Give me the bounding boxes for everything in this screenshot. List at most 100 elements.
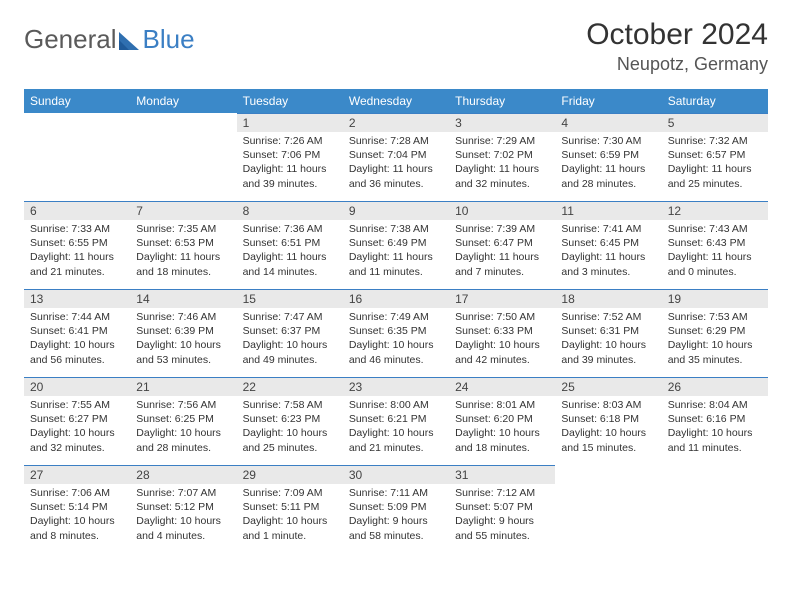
daylight-line: Daylight: 10 hours and 53 minutes.	[136, 338, 230, 366]
sunset-line: Sunset: 6:37 PM	[243, 324, 337, 338]
day-number: 26	[662, 377, 768, 396]
day-details: Sunrise: 7:07 AMSunset: 5:12 PMDaylight:…	[130, 484, 236, 547]
day-details: Sunrise: 7:29 AMSunset: 7:02 PMDaylight:…	[449, 132, 555, 195]
sunset-line: Sunset: 6:25 PM	[136, 412, 230, 426]
sunrise-line: Sunrise: 7:52 AM	[561, 310, 655, 324]
daylight-line: Daylight: 11 hours and 39 minutes.	[243, 162, 337, 190]
day-of-week-row: SundayMondayTuesdayWednesdayThursdayFrid…	[24, 89, 768, 113]
day-cell: 2Sunrise: 7:28 AMSunset: 7:04 PMDaylight…	[343, 113, 449, 201]
sunrise-line: Sunrise: 7:38 AM	[349, 222, 443, 236]
day-cell: 10Sunrise: 7:39 AMSunset: 6:47 PMDayligh…	[449, 201, 555, 289]
day-details: Sunrise: 7:53 AMSunset: 6:29 PMDaylight:…	[662, 308, 768, 371]
day-cell: 31Sunrise: 7:12 AMSunset: 5:07 PMDayligh…	[449, 465, 555, 553]
day-number: 21	[130, 377, 236, 396]
daylight-line: Daylight: 9 hours and 55 minutes.	[455, 514, 549, 542]
sunset-line: Sunset: 6:53 PM	[136, 236, 230, 250]
sunset-line: Sunset: 5:14 PM	[30, 500, 124, 514]
day-number: 17	[449, 289, 555, 308]
sunset-line: Sunset: 6:43 PM	[668, 236, 762, 250]
day-number: 12	[662, 201, 768, 220]
day-number: 11	[555, 201, 661, 220]
sunrise-line: Sunrise: 7:30 AM	[561, 134, 655, 148]
day-details: Sunrise: 7:50 AMSunset: 6:33 PMDaylight:…	[449, 308, 555, 371]
day-cell: 5Sunrise: 7:32 AMSunset: 6:57 PMDaylight…	[662, 113, 768, 201]
day-cell: 8Sunrise: 7:36 AMSunset: 6:51 PMDaylight…	[237, 201, 343, 289]
sunset-line: Sunset: 5:12 PM	[136, 500, 230, 514]
sunrise-line: Sunrise: 8:00 AM	[349, 398, 443, 412]
day-cell: 23Sunrise: 8:00 AMSunset: 6:21 PMDayligh…	[343, 377, 449, 465]
sunrise-line: Sunrise: 7:29 AM	[455, 134, 549, 148]
sunrise-line: Sunrise: 7:07 AM	[136, 486, 230, 500]
sunrise-line: Sunrise: 7:26 AM	[243, 134, 337, 148]
dow-header: Monday	[130, 89, 236, 113]
day-number: 24	[449, 377, 555, 396]
sunset-line: Sunset: 6:20 PM	[455, 412, 549, 426]
daylight-line: Daylight: 11 hours and 11 minutes.	[349, 250, 443, 278]
daylight-line: Daylight: 10 hours and 18 minutes.	[455, 426, 549, 454]
day-details: Sunrise: 7:12 AMSunset: 5:07 PMDaylight:…	[449, 484, 555, 547]
sunrise-line: Sunrise: 7:43 AM	[668, 222, 762, 236]
calendar-row: 1Sunrise: 7:26 AMSunset: 7:06 PMDaylight…	[24, 113, 768, 201]
calendar-row: 13Sunrise: 7:44 AMSunset: 6:41 PMDayligh…	[24, 289, 768, 377]
day-number: 10	[449, 201, 555, 220]
sunset-line: Sunset: 6:49 PM	[349, 236, 443, 250]
sunrise-line: Sunrise: 7:41 AM	[561, 222, 655, 236]
sunrise-line: Sunrise: 7:50 AM	[455, 310, 549, 324]
sunset-line: Sunset: 6:31 PM	[561, 324, 655, 338]
day-cell: 28Sunrise: 7:07 AMSunset: 5:12 PMDayligh…	[130, 465, 236, 553]
sunrise-line: Sunrise: 7:44 AM	[30, 310, 124, 324]
day-cell: 1Sunrise: 7:26 AMSunset: 7:06 PMDaylight…	[237, 113, 343, 201]
sunrise-line: Sunrise: 7:32 AM	[668, 134, 762, 148]
sunset-line: Sunset: 6:21 PM	[349, 412, 443, 426]
daylight-line: Daylight: 11 hours and 14 minutes.	[243, 250, 337, 278]
daylight-line: Daylight: 10 hours and 46 minutes.	[349, 338, 443, 366]
daylight-line: Daylight: 11 hours and 3 minutes.	[561, 250, 655, 278]
logo-sail-icon	[117, 30, 143, 52]
day-details: Sunrise: 8:00 AMSunset: 6:21 PMDaylight:…	[343, 396, 449, 459]
sunset-line: Sunset: 6:45 PM	[561, 236, 655, 250]
day-details: Sunrise: 7:43 AMSunset: 6:43 PMDaylight:…	[662, 220, 768, 283]
day-details: Sunrise: 7:32 AMSunset: 6:57 PMDaylight:…	[662, 132, 768, 195]
header: General Blue October 2024 Neupotz, Germa…	[24, 18, 768, 75]
day-details: Sunrise: 7:49 AMSunset: 6:35 PMDaylight:…	[343, 308, 449, 371]
day-details: Sunrise: 8:04 AMSunset: 6:16 PMDaylight:…	[662, 396, 768, 459]
day-cell: 11 Sunrise: 7:41 AMSunset: 6:45 PMDayligh…	[555, 201, 661, 289]
day-number: 2	[343, 113, 449, 132]
sunrise-line: Sunrise: 7:36 AM	[243, 222, 337, 236]
sunrise-line: Sunrise: 7:33 AM	[30, 222, 124, 236]
day-cell: 20Sunrise: 7:55 AMSunset: 6:27 PMDayligh…	[24, 377, 130, 465]
day-details: Sunrise: 7:47 AMSunset: 6:37 PMDaylight:…	[237, 308, 343, 371]
sunrise-line: Sunrise: 7:53 AM	[668, 310, 762, 324]
day-cell: 12Sunrise: 7:43 AMSunset: 6:43 PMDayligh…	[662, 201, 768, 289]
sunrise-line: Sunrise: 7:09 AM	[243, 486, 337, 500]
day-details: Sunrise: 7:36 AMSunset: 6:51 PMDaylight:…	[237, 220, 343, 283]
daylight-line: Daylight: 11 hours and 21 minutes.	[30, 250, 124, 278]
day-number: 23	[343, 377, 449, 396]
sunset-line: Sunset: 6:23 PM	[243, 412, 337, 426]
day-number: 22	[237, 377, 343, 396]
sunrise-line: Sunrise: 7:06 AM	[30, 486, 124, 500]
day-cell: 27Sunrise: 7:06 AMSunset: 5:14 PMDayligh…	[24, 465, 130, 553]
calendar-row: 27Sunrise: 7:06 AMSunset: 5:14 PMDayligh…	[24, 465, 768, 553]
day-number: 7	[130, 201, 236, 220]
day-cell: 16Sunrise: 7:49 AMSunset: 6:35 PMDayligh…	[343, 289, 449, 377]
sunrise-line: Sunrise: 7:58 AM	[243, 398, 337, 412]
day-details: Sunrise: 7:09 AMSunset: 5:11 PMDaylight:…	[237, 484, 343, 547]
daylight-line: Daylight: 11 hours and 32 minutes.	[455, 162, 549, 190]
daylight-line: Daylight: 11 hours and 36 minutes.	[349, 162, 443, 190]
daylight-line: Daylight: 10 hours and 49 minutes.	[243, 338, 337, 366]
daylight-line: Daylight: 10 hours and 42 minutes.	[455, 338, 549, 366]
daylight-line: Daylight: 10 hours and 28 minutes.	[136, 426, 230, 454]
sunset-line: Sunset: 7:02 PM	[455, 148, 549, 162]
logo-text-general: General	[24, 24, 117, 55]
daylight-line: Daylight: 11 hours and 28 minutes.	[561, 162, 655, 190]
day-number: 14	[130, 289, 236, 308]
day-number: 3	[449, 113, 555, 132]
day-number: 1	[237, 113, 343, 132]
day-details: Sunrise: 7:38 AMSunset: 6:49 PMDaylight:…	[343, 220, 449, 283]
day-details: Sunrise: 8:01 AMSunset: 6:20 PMDaylight:…	[449, 396, 555, 459]
day-cell: 29Sunrise: 7:09 AMSunset: 5:11 PMDayligh…	[237, 465, 343, 553]
sunrise-line: Sunrise: 7:39 AM	[455, 222, 549, 236]
sunrise-line: Sunrise: 7:55 AM	[30, 398, 124, 412]
daylight-line: Daylight: 10 hours and 8 minutes.	[30, 514, 124, 542]
